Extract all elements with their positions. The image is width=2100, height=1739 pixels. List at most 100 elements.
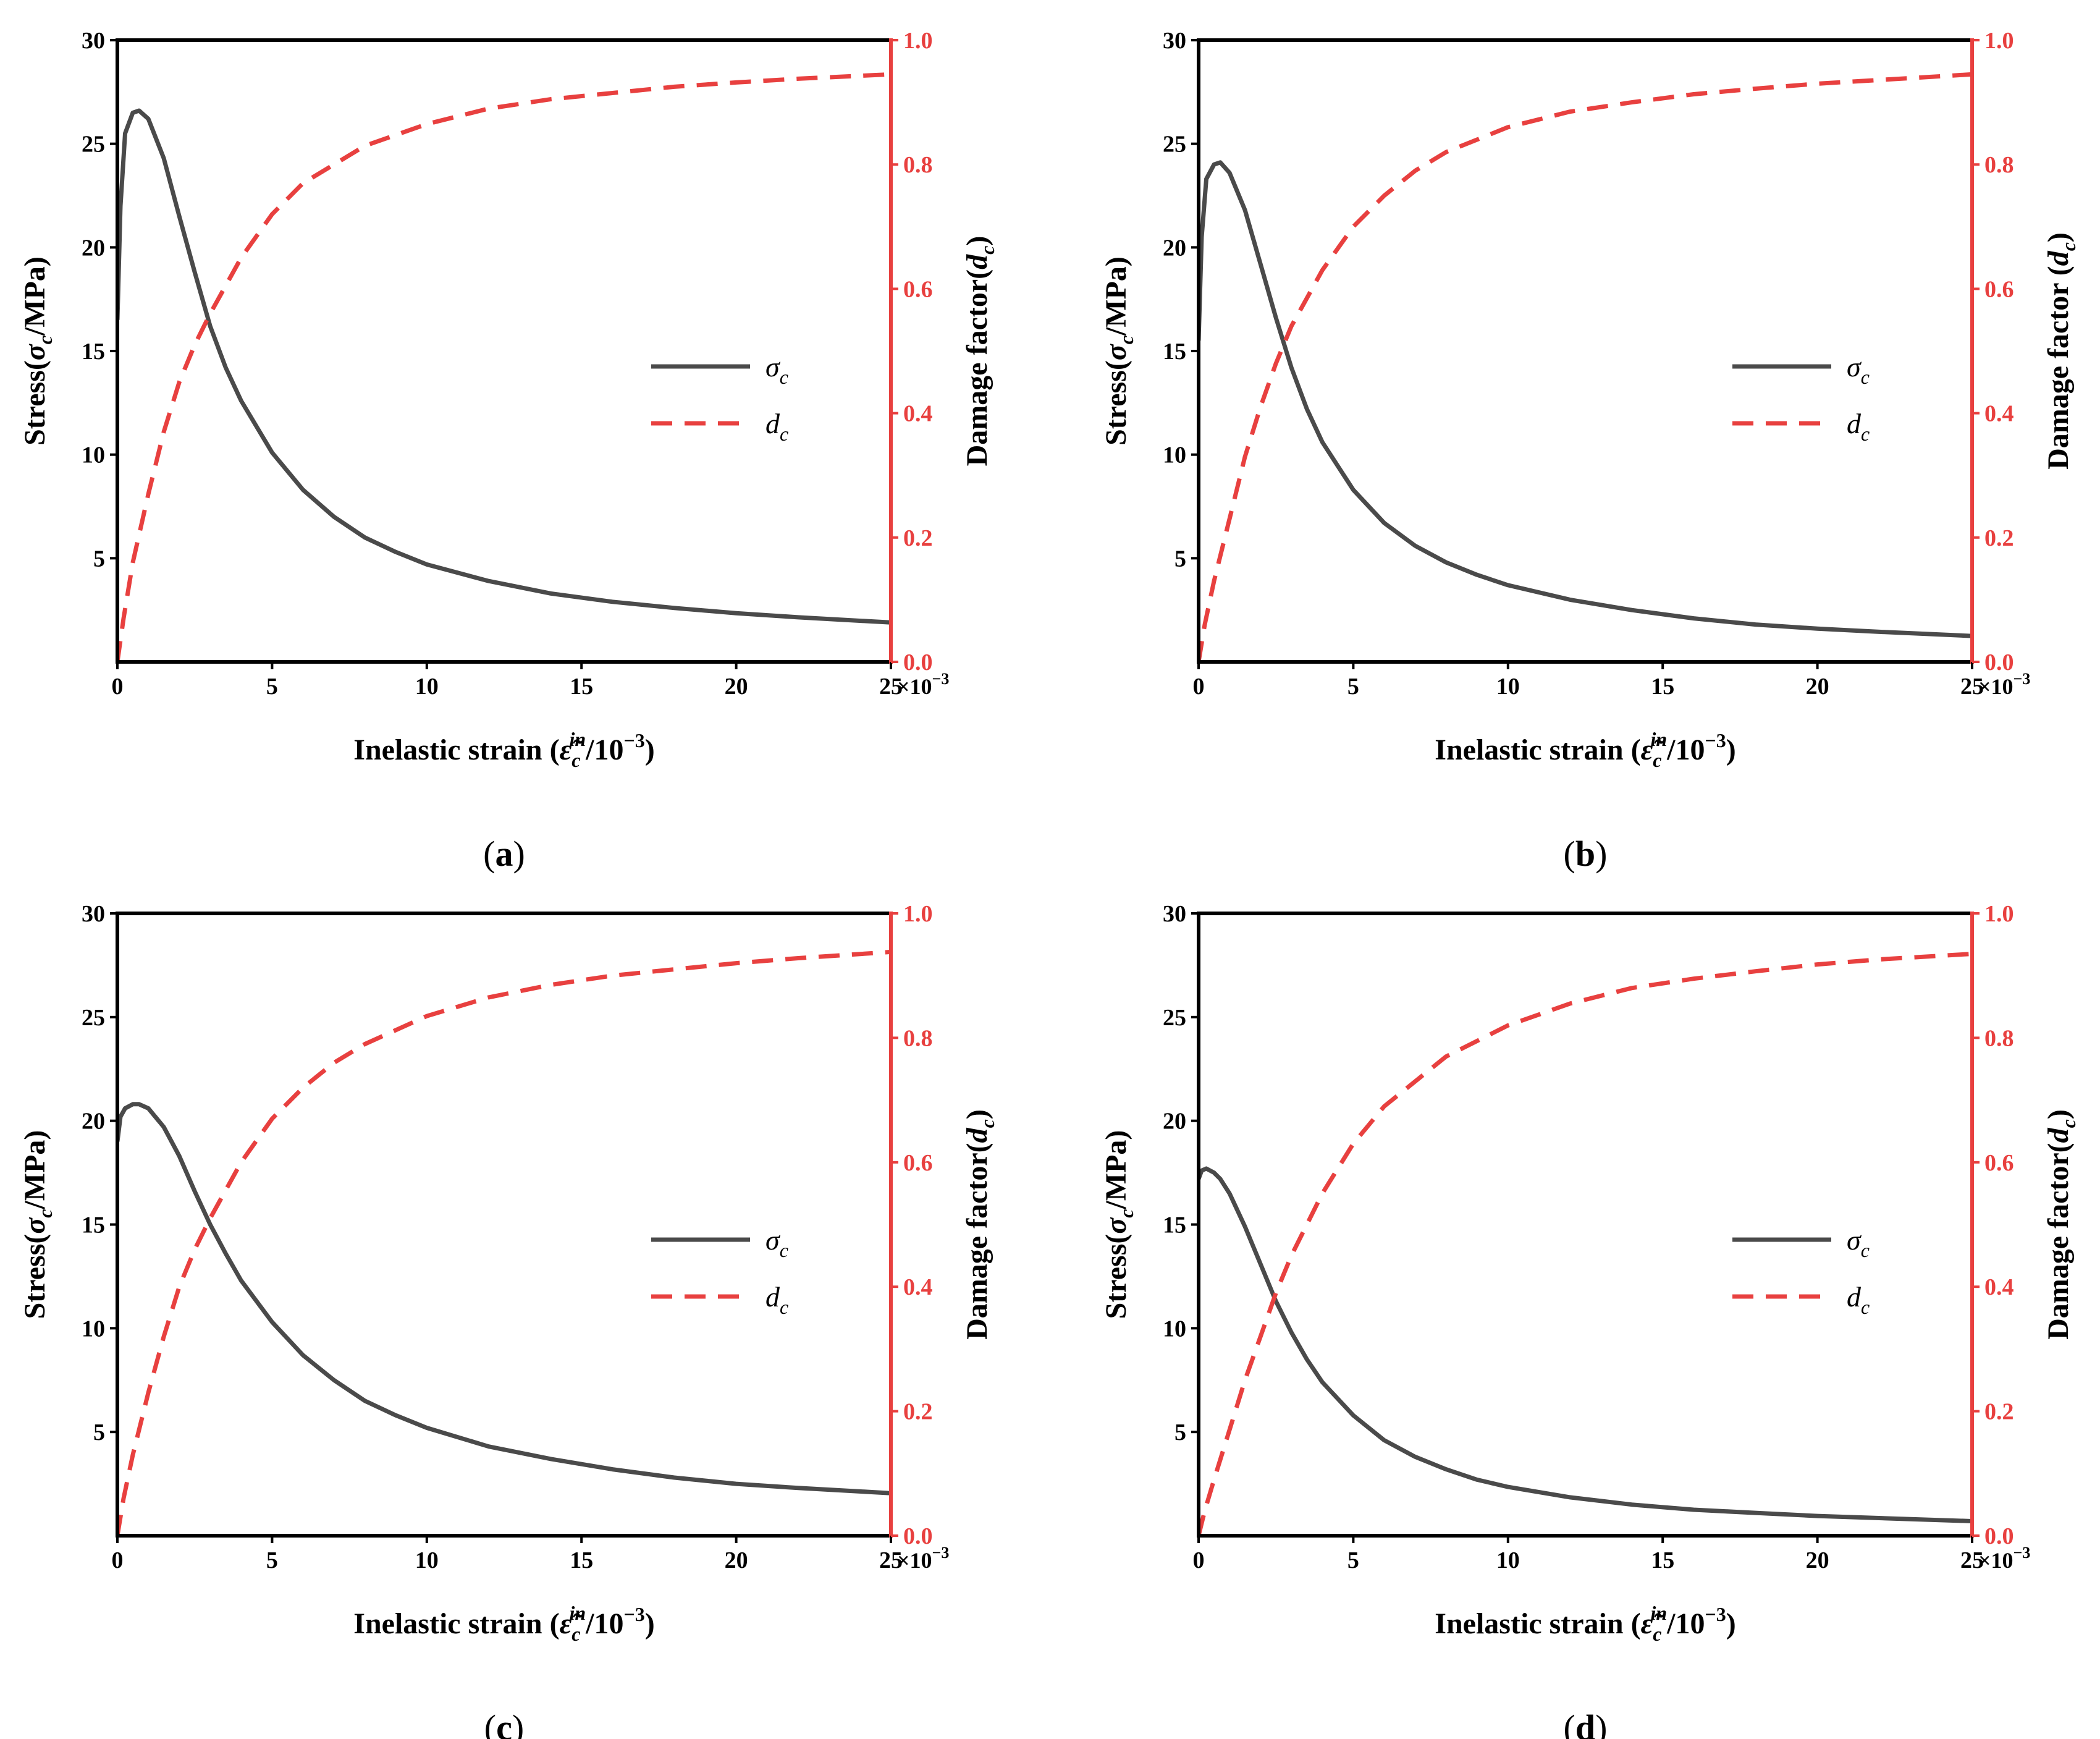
y-right-tick-label: 0.4: [1984, 401, 2014, 427]
y-left-tick-label: 15: [1163, 339, 1186, 365]
x-tick-label: 10: [415, 674, 439, 700]
y-left-tick-label: 10: [82, 1316, 105, 1342]
x-tick-label: 10: [1496, 674, 1520, 700]
x-tick-label: 0: [112, 674, 124, 700]
y-right-tick-label: 0.6: [903, 1150, 933, 1176]
y-right-tick-label: 0.0: [903, 649, 933, 675]
y-right-tick-label: 0.0: [903, 1523, 933, 1549]
legend: σc dc: [1732, 1224, 1870, 1318]
y-left-tick-label: 25: [82, 132, 105, 158]
legend-stress-label: σc: [1847, 351, 1870, 388]
x-tick-label: 15: [570, 674, 593, 700]
legend-damage-label: dc: [1847, 1281, 1870, 1318]
y-right-tick-label: 0.0: [1984, 649, 2014, 675]
x-tick-label: 20: [1806, 1547, 1829, 1573]
x-axis-title: Inelastic strain (ε̃cin/10−3): [1435, 1602, 1735, 1645]
y-right-tick-label: 1.0: [1984, 901, 2014, 927]
y-left-tick-label: 5: [1174, 1420, 1186, 1445]
x-tick-label: 15: [1651, 1547, 1674, 1573]
y-left-tick-label: 25: [1163, 132, 1186, 158]
y-right-tick-label: 0.4: [1984, 1274, 2014, 1300]
panel-label: (c): [484, 1707, 524, 1739]
panel-label: (d): [1564, 1707, 1608, 1739]
y-left-tick-label: 30: [1163, 28, 1186, 54]
y-left-tick-label: 30: [1163, 901, 1186, 927]
y-right-tick-label: 0.8: [1984, 152, 2014, 178]
chart-panel-a: 0 5 10 15 20 25×10−3510152025300.00.20.40.60.…: [19, 28, 998, 874]
x-tick-label: 15: [1651, 674, 1674, 700]
x-tick-label: 0: [112, 1547, 124, 1573]
x-tick-label: 25: [1960, 1547, 1984, 1573]
x-multiplier-label: ×10−3: [897, 670, 949, 699]
x-tick-label: 10: [1496, 1547, 1520, 1573]
panel-label: (a): [483, 834, 525, 874]
y-right-axis-title: Damage factor(dc): [961, 1109, 998, 1340]
x-tick-label: 5: [1347, 1547, 1359, 1573]
y-right-tick-label: 0.2: [903, 525, 933, 551]
y-left-tick-label: 10: [1163, 1316, 1186, 1342]
y-right-tick-label: 0.6: [903, 276, 933, 302]
y-left-tick-label: 30: [82, 901, 105, 927]
legend-damage-label: dc: [765, 1281, 788, 1318]
x-axis-title: Inelastic strain (ε̃cin/10−3): [353, 728, 654, 771]
x-tick-label: 5: [266, 674, 278, 700]
x-tick-label: 25: [1960, 674, 1984, 700]
y-left-tick-label: 5: [93, 1420, 105, 1445]
y-right-tick-label: 0.6: [1984, 276, 2014, 302]
x-multiplier-label: ×10−3: [897, 1544, 949, 1573]
y-left-axis-title: Stress(σc/MPa): [1100, 256, 1137, 446]
y-left-tick-label: 5: [93, 546, 105, 572]
x-tick-label: 5: [1347, 674, 1359, 700]
y-right-axis-title: Damage factor (dc): [2042, 232, 2080, 470]
y-right-tick-label: 0.4: [903, 401, 933, 427]
y-right-tick-label: 0.2: [903, 1399, 933, 1425]
y-right-tick-label: 0.8: [1984, 1025, 2014, 1051]
panel-label: (b): [1564, 834, 1608, 874]
chart-panel-c: 0 5 10 15 20 25×10−3510152025300.00.20.40.60.…: [19, 901, 998, 1739]
y-left-tick-label: 25: [1163, 1005, 1186, 1031]
x-tick-label: 0: [1193, 674, 1205, 700]
y-right-tick-label: 0.8: [903, 1025, 933, 1051]
y-left-tick-label: 10: [1163, 442, 1186, 468]
x-tick-label: 25: [879, 1547, 903, 1573]
chart-panel-d: 0 5 10 15 20 25×10−3510152025300.00.20.40.60.…: [1100, 901, 2080, 1739]
x-tick-label: 0: [1193, 1547, 1205, 1573]
y-left-tick-label: 15: [82, 339, 105, 365]
y-left-tick-label: 5: [1174, 546, 1186, 572]
stress-line: [1199, 1166, 1972, 1523]
x-tick-label: 5: [266, 1547, 278, 1573]
y-right-axis-title: Damage factor(dc): [2042, 1109, 2080, 1340]
y-right-tick-label: 1.0: [1984, 28, 2014, 54]
x-axis-title: Inelastic strain (ε̃cin/10−3): [1435, 728, 1735, 771]
y-right-tick-label: 0.0: [1984, 1523, 2014, 1549]
x-multiplier-label: ×10−3: [1978, 670, 2030, 699]
y-left-tick-label: 25: [82, 1005, 105, 1031]
x-tick-label: 20: [725, 1547, 748, 1573]
y-right-tick-label: 0.2: [1984, 525, 2014, 551]
chart-panel-b: 0 5 10 15 20 25×10−3510152025300.00.20.40.60.…: [1100, 28, 2080, 874]
y-left-tick-label: 20: [1163, 1109, 1186, 1135]
legend: σc dc: [651, 351, 788, 445]
x-tick-label: 20: [725, 674, 748, 700]
legend-damage-label: dc: [1847, 408, 1870, 445]
legend-stress-label: σc: [765, 1224, 788, 1261]
y-right-axis-title: Damage factor(dc): [961, 236, 998, 467]
y-right-tick-label: 1.0: [903, 28, 933, 54]
damage-factor-line: [1199, 952, 1972, 1536]
y-right-tick-label: 0.8: [903, 152, 933, 178]
x-multiplier-label: ×10−3: [1978, 1544, 2030, 1573]
x-tick-label: 20: [1806, 674, 1829, 700]
y-left-axis-title: Stress(σc/MPa): [19, 256, 56, 446]
y-left-tick-label: 10: [82, 442, 105, 468]
y-right-tick-label: 1.0: [903, 901, 933, 927]
damage-factor-line: [117, 949, 891, 1536]
x-axis-title: Inelastic strain (ε̃cin/10−3): [353, 1602, 654, 1645]
x-tick-label: 25: [879, 674, 903, 700]
x-tick-label: 15: [570, 1547, 593, 1573]
y-left-axis-title: Stress(σc/MPa): [19, 1130, 56, 1319]
legend-stress-label: σc: [765, 351, 788, 388]
y-left-tick-label: 15: [1163, 1212, 1186, 1238]
y-right-tick-label: 0.2: [1984, 1399, 2014, 1425]
y-left-tick-label: 20: [1163, 235, 1186, 261]
